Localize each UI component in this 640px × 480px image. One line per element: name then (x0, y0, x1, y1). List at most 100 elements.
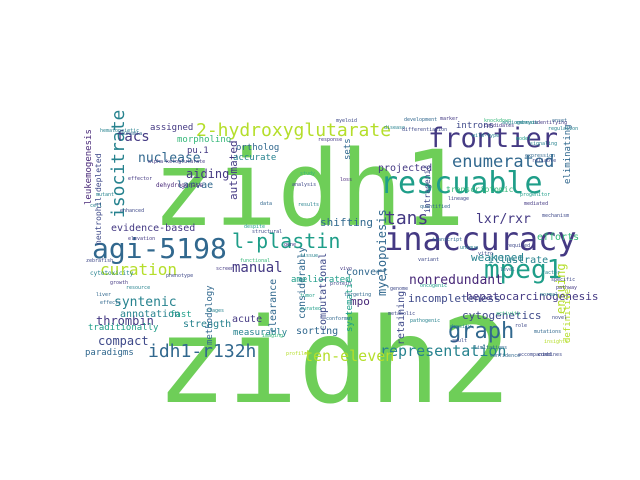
cloud-word-measurably: measurably (233, 328, 288, 338)
cloud-word-illustrate: illustrate (488, 255, 548, 266)
cloud-word-facs: facs (116, 129, 150, 145)
cloud-word-rescuable: rescuable (380, 166, 543, 201)
cloud-word-introns: introns (456, 121, 494, 131)
cloud-word-regulation: regulation (548, 126, 578, 132)
cloud-word-marker: marker (440, 116, 458, 122)
cloud-word-vivo: vivo (340, 266, 352, 272)
cloud-word-combines: combines (538, 352, 562, 358)
cloud-word-isocitrate: isocitrate (108, 110, 129, 218)
cloud-word-loss: loss (340, 177, 352, 183)
cloud-word-morpholino: morpholino (177, 135, 231, 145)
cloud-word-projected: projected (378, 163, 432, 174)
cloud-word-results: results (298, 202, 319, 208)
cloud-word-differentiation: differentiation (402, 127, 447, 133)
cloud-word-effector: effector (128, 176, 152, 182)
cloud-word-study: study (300, 171, 315, 177)
cloud-word-analysis: analysis (292, 182, 316, 188)
cloud-word-ensuing: ensuing (554, 263, 568, 314)
cloud-word-alpha-ketoglutarate: alpha-ketoglutarate (148, 159, 205, 165)
cloud-word-syntenic: syntenic (114, 295, 177, 310)
cloud-word-sets: sets (343, 138, 353, 160)
cloud-word-agi-5198: agi-5198 (92, 232, 227, 265)
cloud-word-considerably: considerably (297, 247, 308, 319)
cloud-word-adult: adult (452, 338, 467, 344)
cloud-word-transcript: transcript (432, 237, 462, 243)
cloud-word-tissue: tissue (300, 253, 318, 259)
cloud-word-activity: activity (496, 311, 520, 317)
cloud-word-unique: unique (460, 245, 478, 251)
cloud-word-model: model (516, 136, 531, 142)
cloud-word-graph: graph (448, 319, 514, 344)
cloud-word-idh1-r132h: idh1-r132h (148, 341, 256, 362)
cloud-word-pu-1: pu.1 (187, 146, 209, 156)
cloud-word-inaccuracy: inaccuracy (384, 220, 577, 258)
cloud-word-incompleteness: incompleteness (408, 292, 501, 305)
cloud-word-knockdown: knockdown (484, 118, 511, 124)
cloud-word-accurate: accurate (233, 153, 276, 163)
cloud-word-effects: effects (100, 300, 121, 306)
cloud-word-data: data (260, 201, 272, 207)
cloud-word-2-hydroxyglutarate: 2-hydroxyglutarate (196, 120, 391, 141)
cloud-word-compact: compact (98, 334, 149, 348)
cloud-word-phenotype: phenotype (166, 273, 193, 279)
cloud-word-hematopoietic: hematopoietic (100, 128, 139, 134)
cloud-word-definitive: definitive (563, 289, 573, 343)
cloud-word-growth: growth (110, 280, 128, 286)
cloud-word-vitro: vitro (478, 251, 493, 257)
cloud-word-despite: despite (244, 224, 265, 230)
cloud-word-elevation: elevation (128, 236, 155, 242)
cloud-word-enumerated: enumerated (452, 152, 554, 172)
cloud-word-mpo: mpo (350, 295, 370, 308)
cloud-word-lineage: lineage (448, 196, 469, 202)
cloud-word-manual: manual (232, 260, 283, 276)
cloud-word-oncogenic: oncogenic (420, 283, 447, 289)
cloud-word-gene: gene (284, 242, 296, 248)
cloud-word-zebrafish: zebrafish (86, 258, 113, 264)
cloud-word-lxr-rxr: lxr/rxr (476, 212, 531, 227)
cloud-word-ameliorated: ameliorated (291, 275, 351, 285)
cloud-word-ten-eleven: ten-eleven (304, 347, 394, 365)
cloud-word-nuclease: nuclease (138, 151, 201, 166)
cloud-word-variant: variant (418, 257, 439, 263)
cloud-word-screen: screen (216, 266, 234, 272)
cloud-word-zidh1: zidh1 (152, 128, 465, 250)
cloud-word-metabolic: metabolic (388, 311, 415, 317)
cloud-word-onset: onset (552, 118, 567, 124)
cloud-word-required: required (506, 243, 530, 249)
cloud-word-evidence-based: evidence-based (111, 223, 195, 234)
cloud-word-angiogenesis: angiogenesis (502, 120, 538, 126)
cloud-word-leukemogenesis: leukemogenesis (84, 129, 94, 205)
cloud-word-normal: normal (540, 292, 558, 298)
cloud-word-efforts: efforts (537, 232, 579, 243)
cloud-word-tans: tans (385, 208, 428, 229)
cloud-word-larvae: larvae (177, 180, 213, 191)
cloud-word-annotation: annotation (120, 309, 180, 320)
cloud-word-protein: protein (330, 281, 351, 287)
cloud-word-shifting: shifting (320, 216, 373, 229)
cloud-word-candidates: candidates (484, 123, 514, 129)
cloud-word-mediated: mediated (524, 201, 548, 207)
cloud-word-signaling: signaling (530, 141, 557, 147)
cloud-word-pathogenic: pathogenic (410, 318, 440, 324)
cloud-word-enhanced: enhanced (120, 208, 144, 214)
cloud-word-systematic: systematic (345, 278, 355, 332)
cloud-word-clearance: clearance (268, 279, 279, 333)
cloud-word-structural: structural (252, 229, 282, 235)
cloud-word-aiding: aiding (186, 167, 229, 181)
cloud-word-curated: curated (300, 306, 321, 312)
cloud-word-zidh2: zidh2 (156, 292, 511, 430)
cloud-word-strength: strength (183, 319, 231, 330)
cloud-word-mechanism: mechanism (542, 213, 569, 219)
cloud-word-stages: stages (206, 308, 224, 314)
cloud-word-development: development (404, 117, 437, 123)
cloud-word-leukemia: leukemia (118, 131, 142, 137)
cloud-word-intragenic: intragenic (423, 165, 432, 213)
cloud-word-imaging: imaging (262, 333, 283, 339)
cloud-word-neutrophil-depleted: neutrophil-depleted (94, 153, 103, 245)
cloud-word-quantified: quantified (420, 204, 450, 210)
cloud-word-transcriptomic: transcriptomic (446, 185, 514, 194)
cloud-word-acute: acute (232, 314, 262, 325)
cloud-word-sorting: sorting (296, 326, 338, 337)
